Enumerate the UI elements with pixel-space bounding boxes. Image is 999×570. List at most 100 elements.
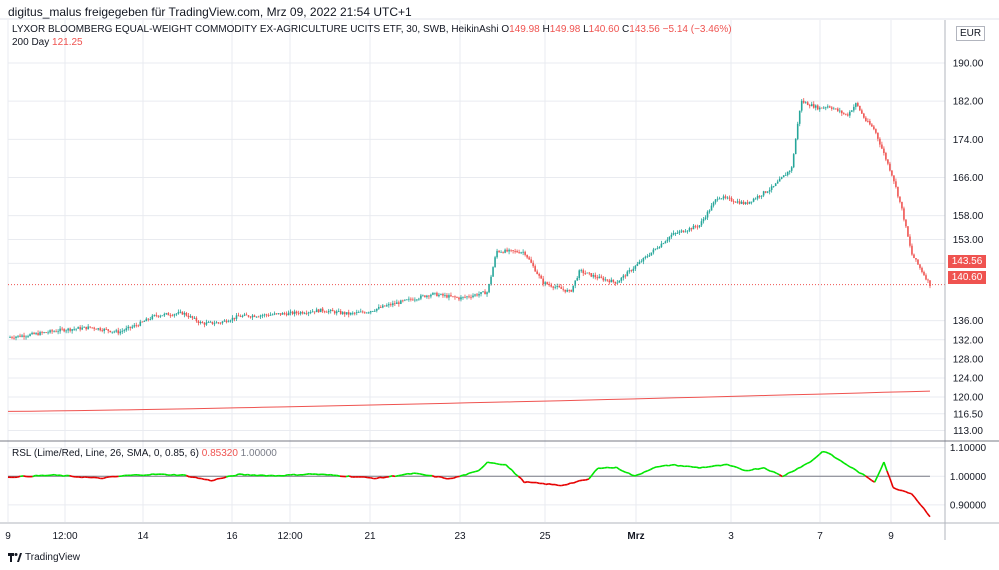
rsi-segment xyxy=(410,472,414,475)
candle-body xyxy=(504,249,506,253)
candle-body xyxy=(371,311,374,312)
rsi-segment xyxy=(788,471,792,474)
candle-body xyxy=(89,326,91,328)
close-value: 143.56 xyxy=(629,24,660,35)
candle-body xyxy=(899,196,901,202)
candle-body xyxy=(476,294,478,296)
candle-body xyxy=(432,292,434,295)
rsi-segment xyxy=(293,473,298,477)
rsi-segment xyxy=(392,475,396,478)
candle-body xyxy=(720,198,723,200)
rsi-segment xyxy=(748,469,752,472)
y-tick-label: 190.00 xyxy=(953,58,984,69)
candle-body xyxy=(400,300,402,304)
rsi-segment xyxy=(778,473,783,478)
candle-body xyxy=(418,298,420,300)
candle-body xyxy=(806,102,809,106)
rsi-segment xyxy=(815,453,820,458)
rsi-segment xyxy=(864,475,870,479)
candle-body xyxy=(588,272,591,274)
y-tick-label: 128.00 xyxy=(953,354,984,365)
candle-body xyxy=(323,311,326,313)
candle-body xyxy=(365,312,368,314)
candle-body xyxy=(686,230,689,232)
x-tick-label: 14 xyxy=(137,531,149,542)
candle-body xyxy=(412,299,414,301)
candle-body xyxy=(468,296,470,298)
candle-body xyxy=(335,311,338,314)
candle-body xyxy=(790,167,793,171)
candle-body xyxy=(19,335,21,337)
rsi-segment xyxy=(487,461,491,464)
rsi-segment xyxy=(662,464,666,467)
candle-body xyxy=(373,310,376,312)
rsi-segment xyxy=(330,473,334,477)
candle-body xyxy=(682,230,685,233)
candle-body xyxy=(305,313,308,315)
candle-body xyxy=(95,328,97,330)
rsi-segment xyxy=(766,468,771,472)
candle-body xyxy=(861,110,863,114)
candle-body xyxy=(438,294,440,297)
x-tick-label: 25 xyxy=(539,531,551,542)
candle-body xyxy=(337,310,340,312)
candle-body xyxy=(542,278,544,284)
candle-body xyxy=(724,196,727,198)
candle-body xyxy=(736,201,739,203)
candle-body xyxy=(243,314,246,316)
candle-body xyxy=(770,186,773,190)
candle-body xyxy=(376,308,378,311)
candle-body xyxy=(382,305,384,308)
candle-body xyxy=(638,261,641,264)
candle-body xyxy=(518,252,520,254)
candle-body xyxy=(658,247,661,249)
rsi-segment xyxy=(782,474,786,478)
candle-body xyxy=(398,302,400,304)
candle-body xyxy=(574,280,577,286)
candle-body xyxy=(63,329,65,332)
rsi-segment xyxy=(696,466,700,469)
candle-body xyxy=(654,248,657,250)
currency-badge[interactable]: EUR xyxy=(956,26,986,41)
rsi-segment xyxy=(121,474,125,477)
candle-body xyxy=(662,243,665,245)
footer[interactable]: TradingView xyxy=(8,552,80,563)
rsi-segment xyxy=(705,466,709,469)
rsi-segment xyxy=(536,481,540,485)
rsi-segment xyxy=(895,488,900,491)
share-header: digitus_malus freigegeben für TradingVie… xyxy=(8,5,412,19)
candle-body xyxy=(867,120,869,122)
rsi-segment xyxy=(923,507,928,514)
candle-body xyxy=(624,275,627,277)
candle-body xyxy=(378,306,380,309)
candle-body xyxy=(49,330,51,333)
candle-body xyxy=(223,320,226,322)
candle-body xyxy=(155,314,158,316)
candle-body xyxy=(726,197,729,199)
candle-body xyxy=(135,325,138,327)
candle-body xyxy=(810,104,813,107)
rsi-segment xyxy=(170,473,175,476)
rsi-segment xyxy=(736,466,740,470)
rsi-segment xyxy=(284,474,288,477)
candle-body xyxy=(11,337,13,338)
candle-body xyxy=(474,294,476,296)
rsi-segment xyxy=(388,475,393,478)
rsi-segment xyxy=(370,477,374,480)
candle-body xyxy=(512,250,514,251)
candle-body xyxy=(111,331,114,333)
candle-body xyxy=(369,311,372,313)
candle-body xyxy=(849,111,851,116)
rsi-segment xyxy=(441,476,445,479)
candle-body xyxy=(175,313,178,315)
candle-body xyxy=(760,195,763,197)
candle-body xyxy=(788,170,791,172)
change-value: −5.14 (−3.46%) xyxy=(662,24,732,35)
candle-body xyxy=(586,272,589,274)
candle-body xyxy=(730,198,733,202)
candle-body xyxy=(514,250,516,252)
candle-body xyxy=(628,270,631,272)
candle-body xyxy=(426,295,428,298)
candle-body xyxy=(812,104,815,108)
